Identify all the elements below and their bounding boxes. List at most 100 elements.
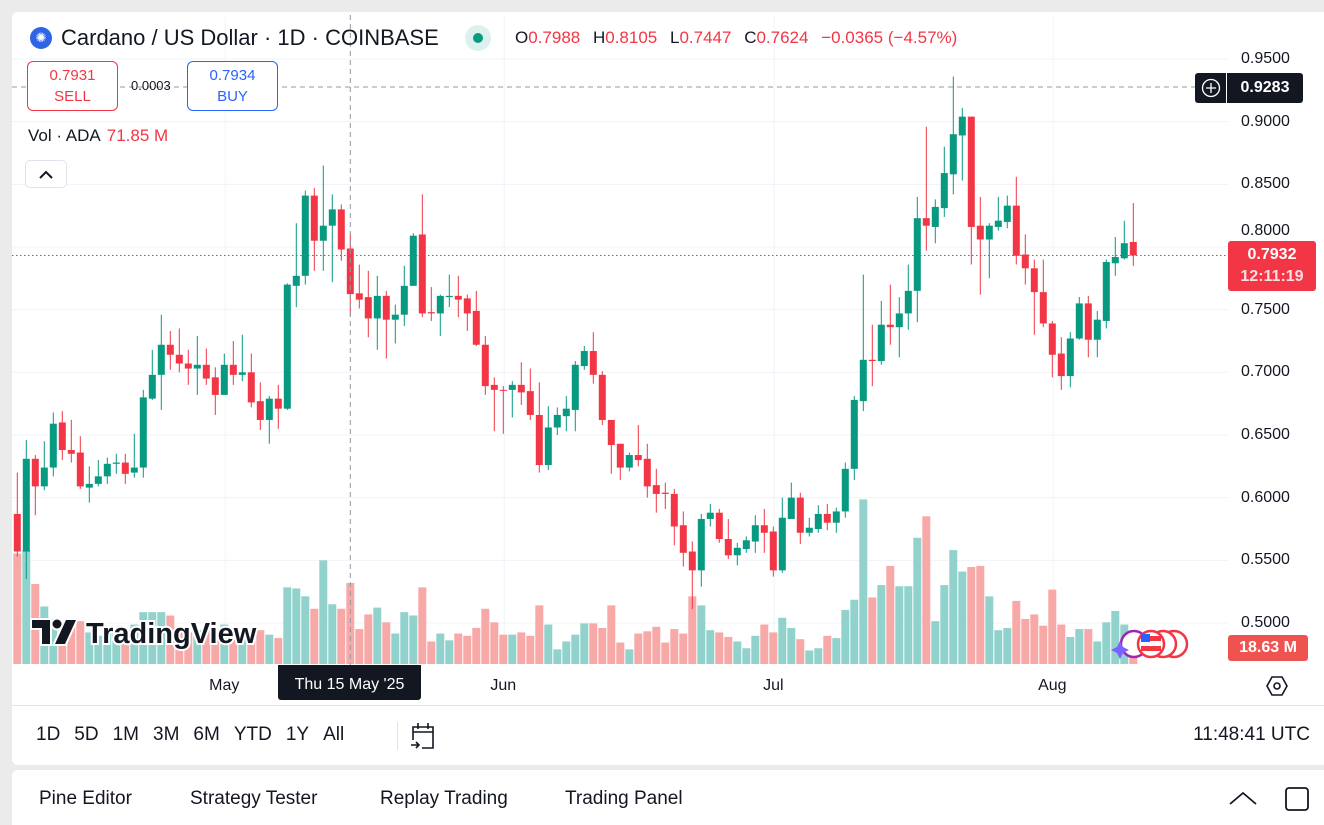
volume-bar	[670, 629, 679, 664]
candle-body	[715, 512, 723, 540]
utc-clock[interactable]: 11:48:41 UTC	[1193, 724, 1310, 745]
candle-body	[652, 485, 660, 494]
volume-bar	[913, 537, 922, 664]
candle-body	[643, 458, 651, 487]
symbol-title[interactable]: Cardano / US Dollar · 1D · COINBASE	[61, 25, 439, 50]
candle-body	[472, 310, 480, 345]
candle-body	[400, 285, 408, 315]
tab-replay-trading[interactable]: Replay Trading	[380, 788, 508, 809]
volume-bar	[526, 635, 535, 664]
sell-button[interactable]: 0.7931 SELL	[27, 61, 118, 111]
volume-bar	[220, 624, 229, 664]
crosshair-price-tag: 0.9283	[1195, 73, 1303, 103]
candle-body	[409, 235, 417, 286]
volume-bar	[238, 632, 247, 664]
volume-bar	[490, 622, 499, 664]
candle-body	[265, 398, 273, 420]
grid-lines	[12, 15, 1228, 665]
candle-body	[967, 116, 975, 227]
candle-body	[1030, 268, 1038, 293]
candle-body	[1111, 257, 1119, 264]
range-1m[interactable]: 1M	[112, 724, 139, 745]
tab-trading-panel[interactable]: Trading Panel	[565, 788, 683, 809]
candle-body	[544, 427, 552, 466]
volume-bar	[679, 633, 688, 664]
price-axis-label: 0.9500	[1241, 50, 1290, 67]
maximize-panel-icon[interactable]	[1284, 786, 1310, 812]
candle-body	[751, 525, 759, 542]
candle-body	[697, 518, 705, 571]
candle-body	[166, 344, 174, 355]
volume-bar	[301, 596, 310, 664]
candle-body	[598, 374, 606, 420]
volume-bar	[1012, 600, 1021, 664]
volume-bar	[148, 612, 157, 664]
candle-body	[31, 458, 39, 487]
tradingview-watermark[interactable]: TradingView	[30, 612, 275, 657]
ohlc-legend: O0.7988 H0.8105 L0.7447 C0.7624 −0.0365 …	[515, 28, 965, 48]
volume-bar	[544, 624, 553, 664]
volume-bar	[787, 627, 796, 664]
candle-body	[391, 314, 399, 320]
tradingview-logo-icon: TradingView	[30, 616, 259, 652]
volume-legend[interactable]: Vol · ADA 71.85 M	[28, 126, 168, 146]
candle-body	[229, 364, 237, 375]
go-to-date-calendar-icon[interactable]	[409, 720, 437, 752]
tab-pine-editor[interactable]: Pine Editor	[39, 788, 132, 809]
candle-body	[823, 513, 831, 523]
market-status-icon[interactable]	[465, 25, 491, 51]
range-1y[interactable]: 1Y	[285, 724, 310, 745]
range-ytd[interactable]: YTD	[233, 724, 272, 745]
range-3m[interactable]: 3M	[153, 724, 180, 745]
range-all[interactable]: All	[323, 724, 345, 745]
candle-body	[796, 497, 804, 533]
range-6m[interactable]: 6M	[193, 724, 220, 745]
candle-body	[733, 547, 741, 556]
tab-strategy-tester[interactable]: Strategy Tester	[190, 788, 318, 809]
candle-body	[157, 344, 165, 375]
candle-body	[895, 313, 903, 328]
volume-bar	[841, 609, 850, 664]
volume-bar	[427, 641, 436, 664]
volume-bar	[562, 641, 571, 664]
candle-body	[22, 458, 30, 552]
price-axis-label: 0.6000	[1241, 488, 1290, 506]
candle-body	[292, 275, 300, 286]
chevron-up-icon[interactable]	[1228, 790, 1258, 806]
candle-body	[904, 290, 912, 314]
volume-bar	[364, 614, 373, 664]
volume-bar	[256, 630, 265, 664]
candle-body	[436, 295, 444, 314]
svg-text:TradingView: TradingView	[86, 618, 257, 650]
events-icons[interactable]	[1111, 629, 1189, 659]
volume-bar	[643, 631, 652, 664]
candle-body	[589, 351, 597, 375]
candle-body	[193, 364, 201, 369]
volume-bar	[886, 565, 895, 664]
collapse-legend-button[interactable]	[25, 160, 67, 188]
volume-bar	[589, 623, 598, 664]
add-plus-icon[interactable]	[1195, 73, 1227, 103]
candle-body	[310, 195, 318, 241]
candle-body	[814, 513, 822, 529]
buy-button[interactable]: 0.7934 BUY	[187, 61, 278, 111]
candlestick-chart[interactable]	[0, 0, 1324, 705]
range-5d[interactable]: 5D	[74, 724, 99, 745]
volume-bar	[202, 627, 211, 664]
candle-body	[40, 467, 48, 487]
range-1d[interactable]: 1D	[36, 724, 61, 745]
candle-body	[112, 462, 120, 464]
candle-body	[508, 384, 516, 390]
high-label: H	[592, 28, 606, 47]
chart-settings-icon[interactable]	[1265, 675, 1289, 697]
bottom-panel: Pine Editor Strategy Tester Replay Tradi…	[12, 770, 1324, 825]
volume-bar	[328, 604, 337, 664]
spread-value: 0.0003	[131, 78, 171, 93]
candle-body	[1048, 323, 1056, 355]
volume-bar	[760, 624, 769, 664]
high-value: 0.8105	[605, 28, 658, 47]
volume-bar	[463, 635, 472, 664]
volume-bar	[850, 599, 859, 664]
volume-bar	[166, 615, 175, 664]
candle-body	[76, 452, 84, 487]
